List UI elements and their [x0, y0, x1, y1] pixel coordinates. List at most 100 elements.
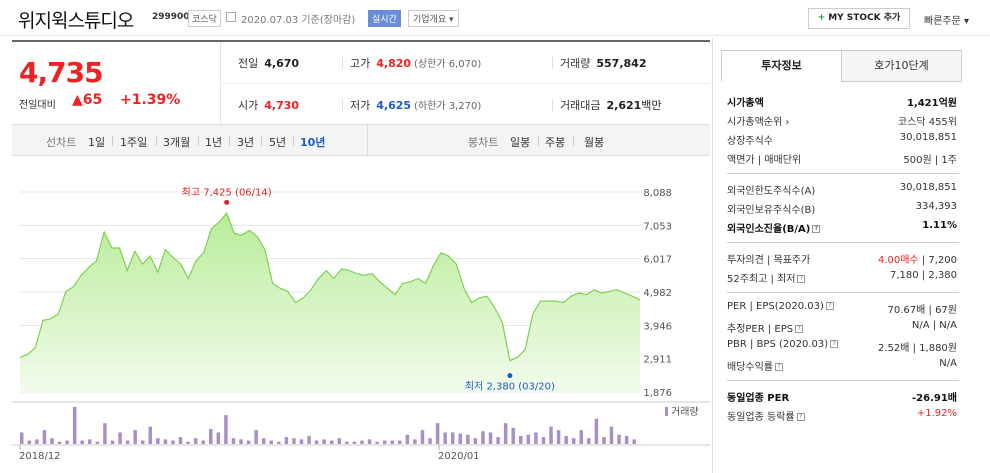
period-1d[interactable]: 1일 — [88, 136, 106, 149]
change-value: ▲65 — [72, 92, 103, 108]
x-tick-label: 2020/01 — [438, 451, 480, 462]
volume-bar — [594, 418, 599, 444]
period-1w[interactable]: 1주일 — [120, 136, 148, 149]
volume-bar — [269, 440, 274, 444]
volume-bar — [186, 441, 190, 444]
tab-invest-info[interactable]: 투자정보 — [721, 50, 842, 82]
volume-bar — [224, 415, 228, 444]
info-row-label: PER | EPS(2020.03)? — [727, 301, 834, 312]
quick-order-link[interactable]: 빠른주문 ▾ — [924, 12, 969, 27]
y-tick-label: 3,946 — [643, 321, 672, 332]
volume-bar — [443, 432, 447, 444]
volume-bar — [216, 432, 221, 444]
period-10y[interactable]: 10년 — [300, 136, 326, 149]
upper-limit: (상한가 6,070) — [414, 59, 482, 70]
volume-bar — [148, 426, 153, 444]
info-row-value: 70.67배 | 67원 — [887, 305, 957, 316]
volume-bar — [284, 437, 289, 444]
open-label: 시가 — [238, 99, 259, 112]
target-price: | 7,200 — [918, 255, 957, 266]
info-row-value: 30,018,851 — [899, 182, 957, 193]
volume-bar — [360, 440, 364, 444]
help-icon[interactable]: ? — [775, 363, 783, 371]
volume-bar — [413, 439, 417, 444]
line-chart-label: 선차트 — [46, 136, 77, 149]
calendar-icon — [226, 12, 236, 22]
volume-bar — [277, 441, 281, 444]
volume-bar — [140, 440, 145, 444]
info-row-value: 334,393 — [915, 201, 957, 212]
help-icon[interactable]: ? — [795, 325, 804, 333]
volume-bar — [163, 439, 168, 444]
candle-monthly[interactable]: 월봉 — [584, 136, 605, 149]
divider — [293, 136, 294, 146]
volume-bar — [314, 440, 319, 444]
help-icon[interactable]: ? — [797, 275, 806, 283]
period-3y[interactable]: 3년 — [237, 136, 255, 149]
price-summary: 4,735 전일대비 ▲65 +1.39% 전일 4,670 고가 4,820 (상한… — [12, 40, 710, 124]
volume-bar — [246, 440, 251, 444]
info-row-label: 외국인보유주식수(B) — [727, 205, 816, 216]
volume-bar — [209, 428, 213, 444]
volume-bar — [178, 437, 183, 444]
volume-label: 거래량 — [560, 57, 591, 70]
company-overview-label: 기업개요 — [413, 15, 447, 25]
help-icon[interactable]: ? — [796, 413, 805, 421]
volume-bar — [617, 434, 621, 444]
mystock-add-button[interactable]: + MY STOCK 추가 — [808, 8, 910, 29]
y-tick-label: 2,911 — [643, 355, 672, 366]
volume-bar — [382, 440, 387, 444]
info-row-value: +1.92% — [916, 408, 957, 419]
help-icon[interactable]: ? — [830, 340, 839, 348]
info-row-label: 동일업종 PER — [727, 393, 790, 404]
period-1y[interactable]: 1년 — [205, 136, 223, 149]
change-label: 전일대비 — [19, 100, 56, 111]
tab-hoga[interactable]: 호가10단계 — [841, 50, 962, 82]
volume-bar — [367, 439, 372, 444]
period-3m[interactable]: 3개월 — [163, 136, 191, 149]
info-row-value: 4.00매수 | 7,200 — [878, 251, 957, 266]
divider — [538, 136, 539, 146]
company-overview-dropdown[interactable]: 기업개요 ▾ — [408, 10, 459, 27]
period-5y[interactable]: 5년 — [269, 136, 287, 149]
info-row-label: 투자의견 | 목표주가 — [727, 255, 811, 266]
candle-daily[interactable]: 일봉 — [510, 136, 531, 149]
y-tick-label: 8,088 — [643, 188, 672, 199]
y-tick-label: 1,876 — [643, 388, 672, 399]
candle-weekly[interactable]: 주봉 — [545, 136, 566, 149]
info-row-value: 7,180 | 2,380 — [890, 270, 957, 281]
info-row-label: 외국인소진율(B/A)? — [727, 220, 821, 235]
volume-bar — [35, 439, 39, 444]
info-row-label: 배당수익률? — [727, 358, 783, 373]
volume-bar — [587, 438, 591, 444]
volume-bar — [345, 441, 349, 444]
divider — [552, 57, 553, 69]
divider — [727, 242, 959, 243]
info-row-value: -26.91배 — [912, 393, 957, 404]
volume-bar — [488, 432, 493, 444]
volume-bar — [65, 440, 69, 444]
volume-bar — [261, 438, 266, 444]
volume-bar — [496, 437, 500, 444]
volume-bar — [42, 430, 47, 444]
divider — [573, 136, 574, 146]
volume-bar — [458, 433, 463, 444]
volume-bar — [511, 427, 515, 444]
volume-bar — [50, 438, 54, 444]
info-row-value: 1,421억원 — [906, 98, 957, 109]
price-line — [19, 212, 641, 362]
divider — [156, 136, 157, 146]
info-row-value: 2.52배 | 1,880원 — [877, 343, 957, 354]
realtime-button[interactable]: 실시간 — [368, 10, 401, 27]
volume-bar — [450, 432, 455, 444]
help-icon[interactable]: ? — [812, 225, 821, 233]
info-row-value: N/A — [939, 358, 957, 369]
volume-bar — [420, 430, 425, 444]
help-icon[interactable]: ? — [825, 302, 834, 310]
divider — [261, 136, 262, 146]
chevron-down-icon: ▾ — [964, 16, 970, 27]
volume-bar — [375, 441, 379, 444]
info-row-value: 1.11% — [922, 220, 957, 231]
volume-bar — [72, 407, 77, 444]
open-value: 4,730 — [264, 99, 300, 112]
